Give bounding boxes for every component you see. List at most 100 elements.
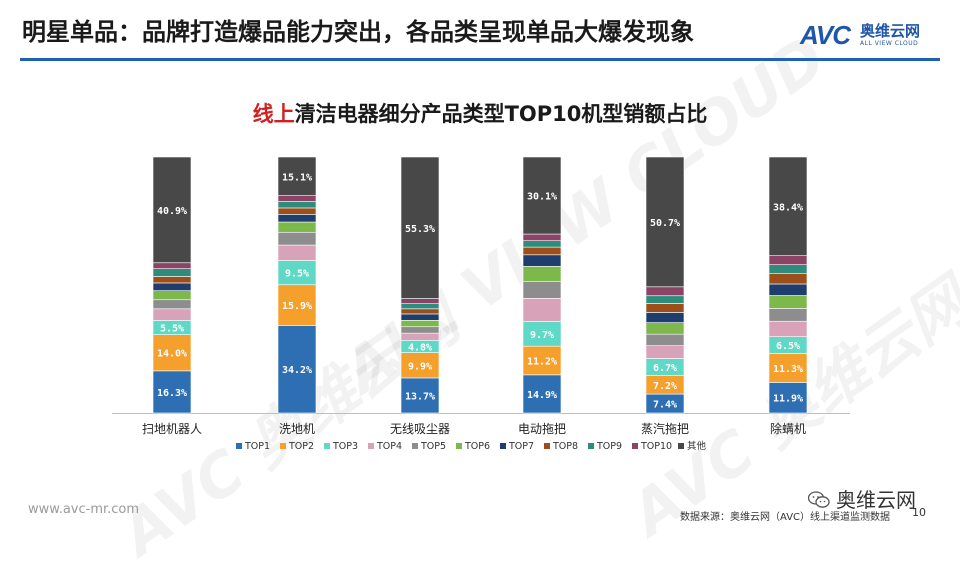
- bar-segment-top4: [277, 244, 317, 261]
- bar-segment-其他: [400, 156, 440, 299]
- legend-swatch: [280, 443, 286, 449]
- data-label: 9.5%: [285, 269, 309, 280]
- header-divider: [20, 58, 940, 61]
- data-label: 9.9%: [408, 361, 432, 372]
- category-label: 无线吸尘器: [390, 422, 450, 436]
- data-label: 40.9%: [157, 206, 187, 217]
- bar-segment-top7: [400, 313, 440, 321]
- bar-segment-top10: [645, 286, 685, 297]
- bar-segment-top7: [768, 283, 808, 296]
- bar-segment-其他: [768, 156, 808, 256]
- bar-segment-top10: [522, 233, 562, 242]
- data-label: 55.3%: [405, 224, 435, 235]
- footer-url: www.avc-mr.com: [28, 502, 140, 517]
- data-label: 34.2%: [282, 365, 312, 376]
- data-label: 7.2%: [653, 381, 677, 392]
- bar-segment-其他: [645, 156, 685, 288]
- legend-swatch: [236, 443, 242, 449]
- bar-segment-top8: [152, 276, 192, 284]
- bar-segment-top5: [400, 326, 440, 334]
- legend-entry: TOP5: [420, 441, 446, 452]
- bar-segment-top8: [645, 303, 685, 313]
- bar-segment-top4: [768, 320, 808, 337]
- bar-segment-top1: [522, 374, 562, 414]
- bar-segment-top1: [400, 377, 440, 414]
- bar-segment-top5: [277, 231, 317, 246]
- bar-segment-top5: [768, 308, 808, 322]
- legend-entry: TOP10: [640, 441, 672, 452]
- data-label: 5.5%: [160, 324, 184, 335]
- data-label: 11.2%: [527, 357, 557, 368]
- bar-segment-top2: [522, 345, 562, 376]
- bar-segment-top6: [152, 290, 192, 301]
- bar-segment-top2: [152, 334, 192, 372]
- bar-segment-top6: [768, 295, 808, 309]
- chart-title-rest: 清洁电器细分产品类型TOP10机型销额占比: [294, 102, 708, 126]
- bar-segment-top9: [400, 303, 440, 310]
- legend-entry: TOP1: [244, 441, 270, 452]
- data-label: 6.5%: [776, 341, 800, 352]
- bar-segment-top6: [277, 221, 317, 233]
- bar-segment-top4: [400, 332, 440, 341]
- bar-segment-top4: [522, 298, 562, 322]
- data-label: 6.7%: [653, 363, 677, 374]
- wechat-icon: [808, 491, 830, 508]
- bar-segment-top1: [152, 370, 192, 414]
- bar-segment-top10: [277, 195, 317, 202]
- bar-segment-top8: [400, 308, 440, 315]
- category-label: 洗地机: [279, 422, 315, 436]
- page-number: 10: [912, 506, 926, 519]
- bar-segment-top7: [152, 282, 192, 291]
- wechat-name: 奥维云网: [836, 488, 916, 512]
- data-label: 13.7%: [405, 391, 435, 402]
- data-label: 30.1%: [527, 192, 557, 203]
- data-label: 14.9%: [527, 390, 557, 401]
- bar-segment-top7: [522, 254, 562, 267]
- bar-segment-top2: [768, 353, 808, 383]
- logo-avc-text: AVC: [800, 20, 851, 50]
- bar-segment-top9: [152, 268, 192, 277]
- stacked-bar-chart: 16.3% 14.0% 5.5% 40.9% 扫地机器人 34.2% 15.9% 9.5% 15…: [112, 156, 850, 452]
- page-title: 明星单品：品牌打造爆品能力突出，各品类呈现单品大爆发现象: [22, 18, 694, 46]
- data-label: 38.4%: [773, 202, 803, 213]
- legend-entry: TOP2: [288, 441, 314, 452]
- logo-en-text: ALL VIEW CLOUD: [860, 40, 919, 47]
- legend-swatch: [544, 443, 550, 449]
- bar-segment-top9: [277, 201, 317, 209]
- bar-segment-top8: [522, 246, 562, 256]
- bar-segment-top9: [768, 264, 808, 274]
- bar-segment-top2: [277, 284, 317, 326]
- category-label: 除螨机: [770, 421, 806, 436]
- data-label: 16.3%: [157, 388, 187, 399]
- bar-segment-其他: [152, 156, 192, 264]
- category-label: 电动拖把: [518, 422, 566, 436]
- footer-wechat: 奥维云网: [808, 484, 916, 513]
- legend-swatch: [412, 443, 418, 449]
- bar-segment-top8: [277, 207, 317, 215]
- legend-swatch: [678, 443, 684, 449]
- data-label: 11.9%: [773, 394, 803, 405]
- bar-segment-top1: [768, 382, 808, 414]
- legend-entry: TOP3: [332, 441, 358, 452]
- data-label: 15.9%: [282, 301, 312, 312]
- bar-segment-top3: [522, 321, 562, 347]
- avc-logo: AVC 奥维云网 ALL VIEW CLOUD: [800, 20, 940, 52]
- legend-swatch: [368, 443, 374, 449]
- legend-entry: TOP7: [508, 441, 534, 452]
- legend-entry: TOP4: [376, 441, 402, 452]
- bar-segment-top4: [645, 345, 685, 359]
- bar-segment-top5: [522, 281, 562, 299]
- legend-swatch: [456, 443, 462, 449]
- legend-swatch: [324, 443, 330, 449]
- data-label: 15.1%: [282, 172, 312, 183]
- bar-segment-top3: [277, 260, 317, 286]
- legend-swatch: [500, 443, 506, 449]
- legend-swatch: [588, 443, 594, 449]
- logo-cn-text: 奥维云网: [860, 22, 921, 40]
- category-label: 蒸汽拖把: [641, 421, 689, 436]
- data-label: 9.7%: [530, 330, 554, 341]
- legend-entry: TOP6: [464, 441, 490, 452]
- bar-segment-其他: [277, 156, 317, 196]
- data-source: 数据来源：奥维云网（AVC）线上渠道监测数据: [680, 512, 891, 523]
- bar-segment-top8: [768, 273, 808, 285]
